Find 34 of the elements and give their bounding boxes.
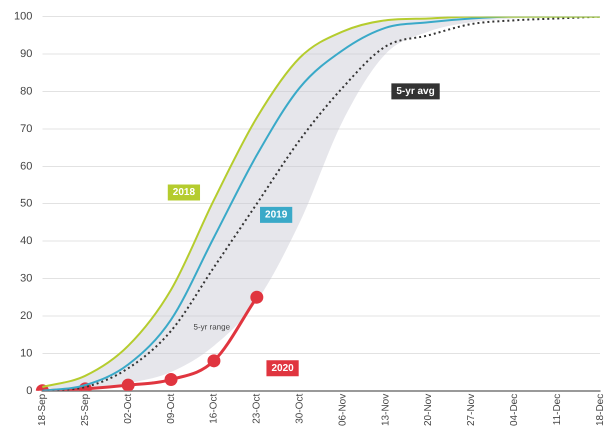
text: 5-yr avg [396, 86, 435, 98]
y-tick-label: 10 [20, 347, 32, 360]
x-tick-label: 27-Nov [466, 394, 478, 426]
y-tick-label: 50 [20, 198, 32, 210]
text: 2020 [271, 363, 294, 374]
y-tick-label: 90 [20, 48, 32, 60]
x-tick-label: 20-Nov [423, 394, 434, 426]
x-tick-label: 25-Sep [80, 393, 91, 426]
y-tick-label: 30 [20, 272, 32, 285]
x-tick-label: 23-Oct [252, 394, 263, 424]
point [207, 354, 220, 368]
series-label: 2018 [172, 187, 196, 198]
x-tick-label: 11-Dec [552, 394, 563, 426]
y-tick-label: 20 [20, 310, 32, 322]
text: 2019 [265, 210, 288, 221]
y-tick-label: 60 [20, 160, 32, 172]
y-tick-label: 70 [20, 122, 32, 135]
point [164, 373, 178, 386]
x-tick-label: 30-Oct [294, 394, 306, 424]
y-tick-label: 80 [20, 85, 32, 98]
x-tick-label: 18-Dec [594, 394, 606, 426]
x-tick-label: 04-Dec [508, 394, 520, 426]
y-tick-label: 0 [26, 384, 32, 397]
x-tick-label: 06-Nov [337, 394, 348, 426]
x-tick-label: 13-Nov [380, 394, 392, 426]
y-tick-label: 100 [14, 10, 32, 23]
x-tick-label: 18-Sep [37, 393, 48, 426]
point [250, 290, 264, 304]
y-tick-label: 40 [20, 235, 32, 248]
x-tick-label: 09-Oct [166, 394, 177, 424]
x-tick-label: 16-Oct [208, 394, 220, 424]
x-tick-label: 02-Oct [122, 394, 134, 424]
annotation: 5-yr range [194, 322, 231, 332]
point [122, 378, 135, 391]
